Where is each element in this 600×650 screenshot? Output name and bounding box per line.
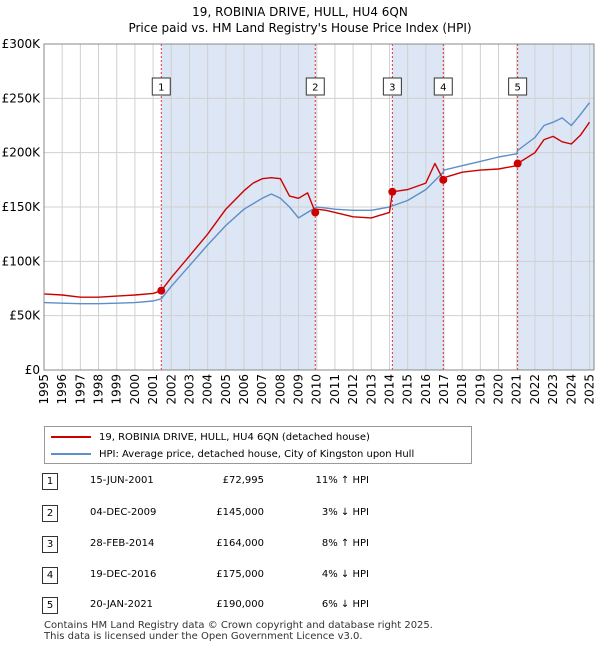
sale-date: 04-DEC-2009	[90, 507, 157, 518]
x-tick-label: 2025	[582, 374, 596, 405]
sale-hpi-comparison: 3% ↓ HPI	[321, 507, 369, 518]
sale-point	[513, 159, 522, 168]
x-tick-label: 1996	[55, 374, 69, 405]
table-row: 1 15-JUN-2001 £72,995 11% ↑ HPI	[42, 473, 402, 491]
price-chart: 1 2 3 4 5 £0 £50K £100K £150K £200K £250K £300K 199…	[2, 37, 597, 405]
sale-price: £175,000	[216, 569, 264, 580]
y-tick-label: £250K	[2, 91, 42, 105]
sale-price: £190,000	[216, 599, 264, 610]
x-tick-label: 2012	[346, 374, 360, 405]
x-tick-label: 1998	[92, 374, 106, 405]
x-tick-label: 2007	[255, 374, 269, 405]
footer-line-copyright: Contains HM Land Registry data © Crown c…	[44, 620, 433, 631]
y-tick-label: £50K	[9, 309, 41, 323]
sale-number-badge: 1	[42, 473, 58, 490]
sale-hpi-comparison: 8% ↑ HPI	[321, 538, 369, 549]
sale-label-number: 4	[440, 83, 446, 94]
legend-swatch-hpi	[51, 453, 91, 455]
x-tick-label: 1999	[110, 374, 124, 405]
sale-hpi-comparison: 4% ↓ HPI	[321, 569, 369, 580]
sale-hpi-comparison: 6% ↓ HPI	[321, 599, 369, 610]
footer-attribution: Contains HM Land Registry data © Crown c…	[44, 620, 433, 642]
y-tick-label: £0	[25, 363, 40, 377]
table-row: 5 20-JAN-2021 £190,000 6% ↓ HPI	[42, 597, 402, 615]
sale-price: £164,000	[216, 538, 264, 549]
legend-swatch-property	[51, 436, 91, 438]
sale-label-box	[508, 77, 528, 96]
chart-subtitle: Price paid vs. HM Land Registry's House …	[128, 21, 472, 35]
hpi-line	[43, 102, 591, 305]
y-tick-label: £150K	[2, 200, 42, 214]
x-tick-label: 2019	[473, 374, 487, 405]
x-tick-label: 2024	[564, 374, 578, 405]
sale-date: 15-JUN-2001	[90, 475, 154, 486]
sale-price: £72,995	[222, 475, 264, 486]
legend-label-property: 19, ROBINIA DRIVE, HULL, HU4 6QN (detach…	[99, 431, 370, 443]
x-tick-label: 2000	[128, 374, 142, 405]
plot-frame	[43, 43, 595, 371]
x-tick-label: 2014	[382, 374, 396, 405]
footer-line-licence: This data is licensed under the Open Gov…	[44, 631, 363, 642]
sale-number-badge: 5	[42, 597, 58, 614]
x-tick-label: 2016	[419, 374, 433, 405]
x-tick-label: 2023	[546, 374, 560, 405]
x-tick-label: 2020	[492, 374, 506, 405]
sale-date: 20-JAN-2021	[90, 599, 154, 610]
x-tick-label: 2011	[328, 374, 342, 405]
sale-point	[439, 175, 448, 184]
chart-title: 19, ROBINIA DRIVE, HULL, HU4 6QN	[192, 5, 408, 19]
sale-number-badge: 4	[42, 567, 58, 584]
sale-hpi-comparison: 11% ↑ HPI	[315, 475, 369, 486]
x-tick-label: 2022	[528, 374, 542, 405]
x-tick-label: 2010	[310, 374, 324, 405]
x-tick-label: 2017	[437, 374, 451, 405]
sale-label-box	[382, 77, 402, 96]
sale-label-number: 2	[312, 83, 318, 94]
table-row: 4 19-DEC-2016 £175,000 4% ↓ HPI	[42, 567, 402, 585]
x-tick-label: 2006	[237, 374, 251, 405]
legend-item-hpi: HPI: Average price, detached house, City…	[51, 446, 414, 462]
sale-point	[388, 187, 397, 196]
sale-label-box	[305, 77, 325, 96]
sale-date: 28-FEB-2014	[90, 538, 155, 549]
x-tick-label: 1997	[73, 374, 87, 405]
x-tick-label: 2005	[219, 374, 233, 405]
legend-label-hpi: HPI: Average price, detached house, City…	[99, 448, 415, 460]
sale-label-box	[433, 77, 453, 96]
table-row: 2 04-DEC-2009 £145,000 3% ↓ HPI	[42, 505, 402, 523]
x-tick-label: 2002	[164, 374, 178, 405]
x-tick-label: 2021	[510, 374, 524, 405]
x-tick-label: 2013	[364, 374, 378, 405]
x-tick-label: 1995	[37, 374, 51, 405]
table-row: 3 28-FEB-2014 £164,000 8% ↑ HPI	[42, 536, 402, 554]
sale-number-badge: 2	[42, 505, 58, 522]
y-tick-label: £100K	[2, 254, 42, 268]
x-tick-label: 2001	[146, 374, 160, 405]
x-tick-label: 2009	[292, 374, 306, 405]
y-tick-label: £200K	[2, 146, 42, 160]
chart-legend: 19, ROBINIA DRIVE, HULL, HU4 6QN (detach…	[44, 426, 472, 464]
x-tick-label: 2003	[182, 374, 196, 405]
sale-label-box	[151, 77, 171, 96]
x-tick-label: 2004	[201, 374, 215, 405]
y-tick-label: £300K	[2, 37, 42, 51]
sale-label-number: 1	[158, 83, 164, 94]
x-tick-label: 2015	[401, 374, 415, 405]
sale-point	[311, 208, 320, 217]
sale-label-number: 5	[514, 83, 520, 94]
sale-label-number: 3	[389, 83, 395, 94]
x-tick-label: 2008	[273, 374, 287, 405]
legend-item-property: 19, ROBINIA DRIVE, HULL, HU4 6QN (detach…	[51, 429, 370, 445]
sale-point	[157, 286, 166, 295]
x-tick-label: 2018	[455, 374, 469, 405]
sale-date: 19-DEC-2016	[90, 569, 157, 580]
sale-price: £145,000	[216, 507, 264, 518]
sale-number-badge: 3	[42, 536, 58, 553]
